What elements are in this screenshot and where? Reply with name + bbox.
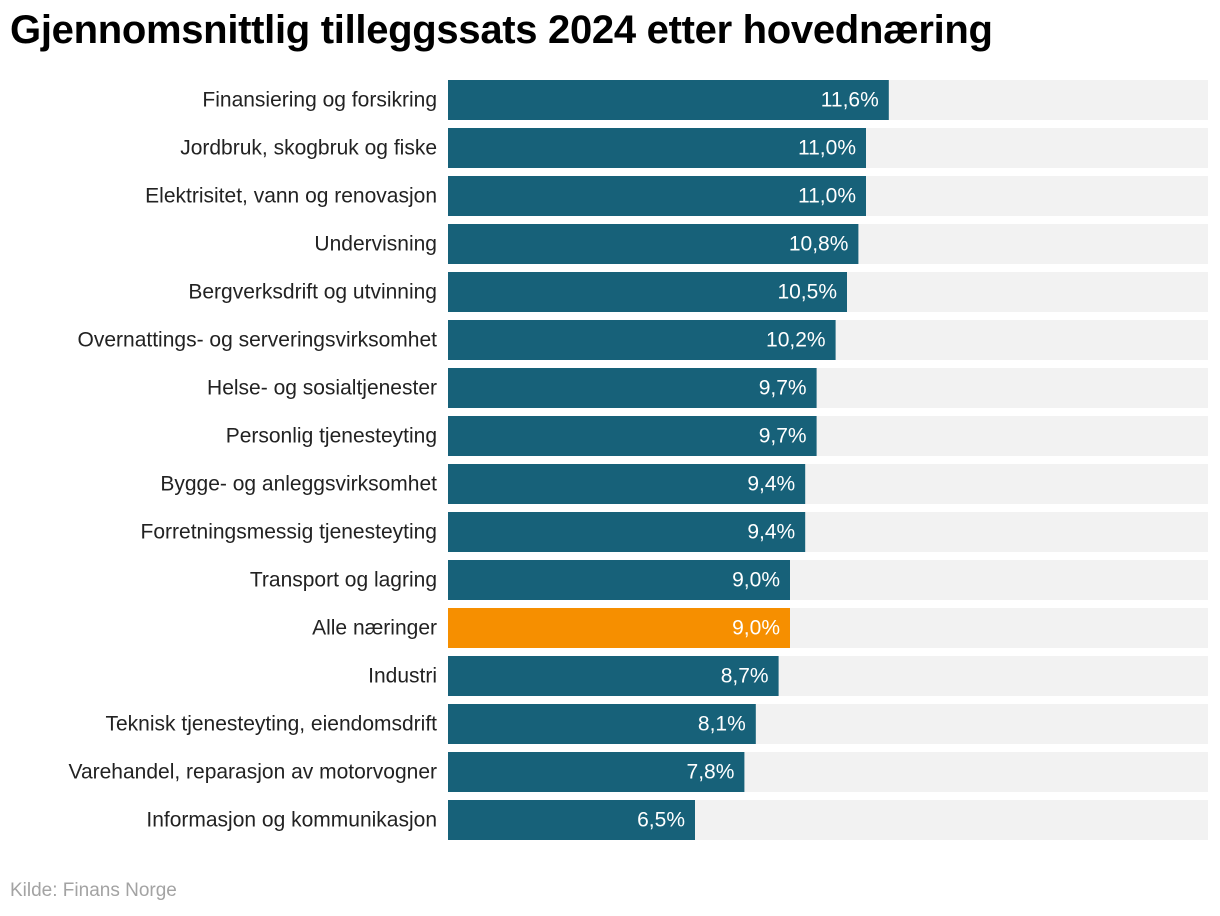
bar-bygge-og-anleggsvirksomhet xyxy=(448,464,806,504)
category-label: Helse- og sosialtjenester xyxy=(207,377,437,400)
value-label: 9,4% xyxy=(747,521,795,544)
value-label: 9,7% xyxy=(759,425,807,448)
bar-alle-næringer xyxy=(448,608,790,648)
category-label: Varehandel, reparasjon av motorvogner xyxy=(69,761,438,784)
category-label: Overnattings- og serveringsvirksomhet xyxy=(78,329,438,352)
value-label: 11,6% xyxy=(821,89,879,112)
category-label: Jordbruk, skogbruk og fiske xyxy=(180,137,437,160)
category-label: Personlig tjenesteyting xyxy=(226,425,437,448)
value-label: 11,0% xyxy=(798,185,856,208)
bar-forretningsmessig-tjenesteyting xyxy=(448,512,806,552)
value-label: 8,1% xyxy=(698,713,746,736)
category-label: Undervisning xyxy=(314,233,437,256)
bar-jordbruk-skogbruk-og-fiske xyxy=(448,128,866,168)
bar-industri xyxy=(448,656,779,696)
category-label: Forretningsmessig tjenesteyting xyxy=(141,521,437,544)
bar-elektrisitet-vann-og-renovasjon xyxy=(448,176,866,216)
value-label: 9,4% xyxy=(747,473,795,496)
chart-title: Gjennomsnittlig tilleggssats 2024 etter … xyxy=(10,8,993,52)
value-label: 7,8% xyxy=(687,761,735,784)
value-label: 11,0% xyxy=(798,137,856,160)
category-label: Transport og lagring xyxy=(250,569,437,592)
bar-varehandel-reparasjon-av-motorvogner xyxy=(448,752,745,792)
value-label: 6,5% xyxy=(637,809,685,832)
bar-teknisk-tjenesteyting-eiendomsdrift xyxy=(448,704,756,744)
bar-helse-og-sosialtjenester xyxy=(448,368,817,408)
category-label: Alle næringer xyxy=(312,617,437,640)
bar-informasjon-og-kommunikasjon xyxy=(448,800,695,840)
bar-personlig-tjenesteyting xyxy=(448,416,817,456)
category-label: Elektrisitet, vann og renovasjon xyxy=(145,185,437,208)
bar-bergverksdrift-og-utvinning xyxy=(448,272,847,312)
category-label: Teknisk tjenesteyting, eiendomsdrift xyxy=(106,713,438,736)
bar-undervisning xyxy=(448,224,859,264)
bar-transport-og-lagring xyxy=(448,560,790,600)
value-label: 9,0% xyxy=(732,569,780,592)
category-label: Informasjon og kommunikasjon xyxy=(146,809,437,832)
value-label: 8,7% xyxy=(721,665,769,688)
value-label: 9,7% xyxy=(759,377,807,400)
bar-overnattings-og-serveringsvirksomhet xyxy=(448,320,836,360)
bar-finansiering-og-forsikring xyxy=(448,80,889,120)
value-label: 10,5% xyxy=(777,281,837,304)
value-label: 9,0% xyxy=(732,617,780,640)
category-label: Bergverksdrift og utvinning xyxy=(188,281,437,304)
source-note: Kilde: Finans Norge xyxy=(10,880,177,901)
category-label: Finansiering og forsikring xyxy=(202,89,437,112)
category-label: Industri xyxy=(368,665,437,688)
value-label: 10,2% xyxy=(766,329,826,352)
category-label: Bygge- og anleggsvirksomhet xyxy=(160,473,437,496)
value-label: 10,8% xyxy=(789,233,849,256)
